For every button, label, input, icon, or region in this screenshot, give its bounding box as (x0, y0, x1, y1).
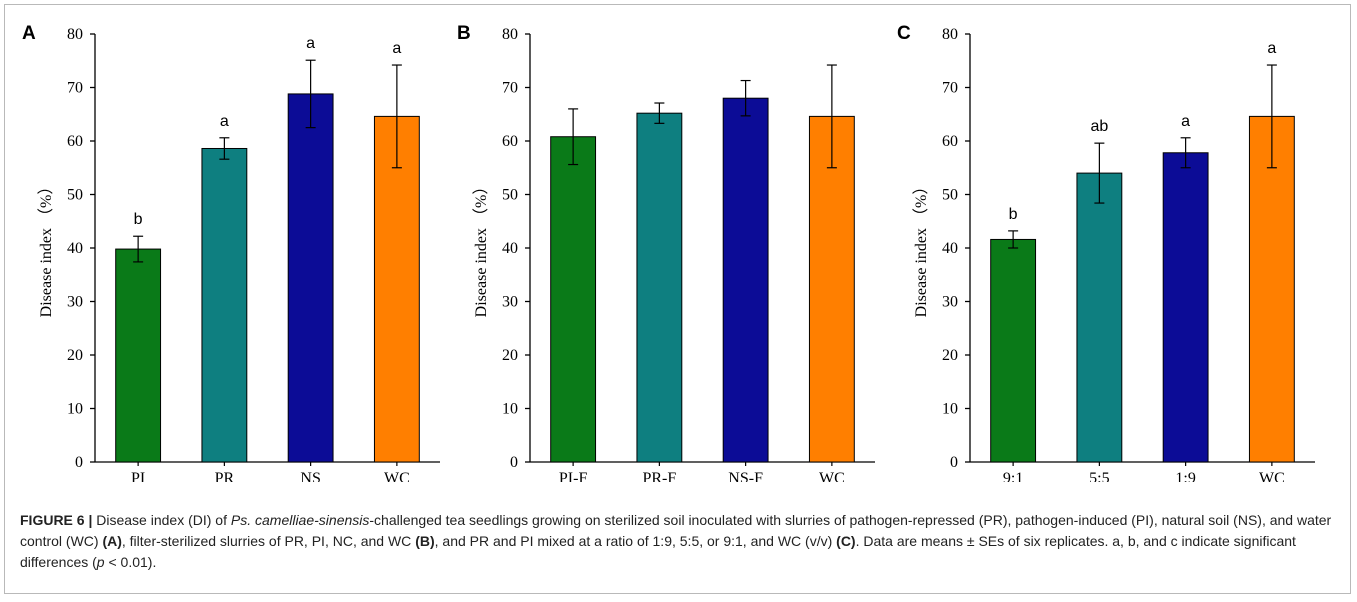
y-tick-label: 70 (942, 80, 958, 97)
y-tick-label: 70 (502, 80, 518, 97)
y-tick-label: 30 (502, 294, 518, 311)
y-tick-label: 0 (950, 454, 958, 471)
panel-letter-c: C (897, 23, 911, 44)
y-axis-label: Disease index （%） (912, 179, 930, 318)
caption-text-3: , filter-sterilized slurries of PR, PI, … (121, 533, 416, 549)
bar-NS (287, 93, 334, 463)
bar-1:9 (1162, 152, 1209, 463)
y-tick-label: 80 (942, 26, 958, 43)
y-tick-label: 40 (67, 240, 83, 257)
caption-organism: Ps. camelliae-sinensis (230, 512, 370, 528)
x-tick-label-WC: WC (1259, 470, 1285, 482)
x-tick-label-NS-F: NS-F (728, 470, 763, 482)
bar-PR-F (636, 112, 683, 463)
y-axis-label: Disease index （%） (37, 179, 55, 318)
chart-panel-a: A Disease index （%） 0 10 20 30 40 50 60 70 80 PI b PR… (22, 23, 440, 482)
y-tick-label: 20 (67, 347, 83, 364)
bar-PI-F (550, 136, 597, 463)
significance-label-PR: a (220, 113, 229, 130)
x-tick-label-1:9: 1:9 (1175, 470, 1195, 482)
y-tick-label: 70 (67, 80, 83, 97)
x-tick-label-WC: WC (384, 470, 410, 482)
x-tick-label-NS: NS (300, 470, 320, 482)
bar-9:1 (990, 238, 1037, 463)
y-tick-label: 80 (502, 26, 518, 43)
panel-letter-b: B (457, 23, 471, 44)
caption-text-2: -challenged tea seedlings growing on ste… (20, 512, 1332, 549)
significance-label-WC: a (1267, 40, 1276, 57)
caption-ref-a: (A) (102, 533, 122, 549)
y-tick-label: 20 (942, 347, 958, 364)
bar-WC (1248, 115, 1295, 463)
bar-WC (373, 115, 420, 463)
caption-text-6: < 0.01). (104, 554, 157, 570)
significance-label-PI: b (134, 211, 143, 228)
figure-caption: FIGURE 6 | Disease index (DI) of Ps. cam… (20, 510, 1340, 573)
x-tick-label-9:1: 9:1 (1003, 470, 1023, 482)
y-tick-label: 60 (942, 133, 958, 150)
y-tick-label: 50 (67, 187, 83, 204)
y-tick-label: 0 (75, 454, 83, 471)
x-tick-label-PR: PR (215, 470, 235, 482)
significance-label-NS: a (306, 35, 315, 52)
bar-PR (201, 147, 248, 463)
y-tick-label: 50 (942, 187, 958, 204)
caption-text-1: Disease index (DI) of (92, 512, 231, 528)
bar-5:5 (1076, 172, 1123, 463)
caption-ref-b: (B) (415, 533, 435, 549)
caption-text-4: , and PR and PI mixed at a ratio of 1:9,… (434, 533, 837, 549)
significance-label-WC: a (392, 40, 401, 57)
y-tick-label: 40 (942, 240, 958, 257)
y-tick-label: 60 (502, 133, 518, 150)
y-tick-label: 30 (942, 294, 958, 311)
y-tick-label: 30 (67, 294, 83, 311)
caption-label: FIGURE 6 | (20, 512, 93, 528)
x-tick-label-5:5: 5:5 (1089, 470, 1109, 482)
caption-ref-c: (C) (836, 533, 856, 549)
panel-letter-a: A (22, 23, 36, 44)
y-axis-label: Disease index （%） (472, 179, 490, 318)
x-tick-label-PI-F: PI-F (559, 470, 588, 482)
significance-label-1:9: a (1181, 113, 1190, 130)
bar-PI (115, 248, 162, 463)
chart-panel-b: B Disease index （%） 0 10 20 30 40 50 60 70 80 PI-F P… (457, 23, 875, 482)
y-tick-label: 80 (67, 26, 83, 43)
y-tick-label: 0 (510, 454, 518, 471)
y-tick-label: 10 (502, 401, 518, 418)
y-tick-label: 20 (502, 347, 518, 364)
chart-panel-c: C Disease index （%） 0 10 20 30 40 50 60 70 80 9:1 b 5… (897, 23, 1315, 482)
y-tick-label: 60 (67, 133, 83, 150)
y-tick-label: 50 (502, 187, 518, 204)
figure-frame (4, 4, 1351, 594)
bar-NS-F (722, 97, 769, 463)
x-tick-label-PR-F: PR-F (642, 470, 676, 482)
y-tick-label: 10 (942, 401, 958, 418)
y-tick-label: 10 (67, 401, 83, 418)
caption-text-5: . Data are means ± SEs of six replicates… (20, 533, 1296, 570)
bar-WC (808, 115, 855, 463)
significance-label-9:1: b (1009, 206, 1018, 223)
x-tick-label-PI: PI (131, 470, 145, 482)
significance-label-5:5: ab (1090, 118, 1108, 135)
caption-p-variable: p (96, 554, 105, 570)
x-tick-label-WC: WC (819, 470, 845, 482)
y-tick-label: 40 (502, 240, 518, 257)
